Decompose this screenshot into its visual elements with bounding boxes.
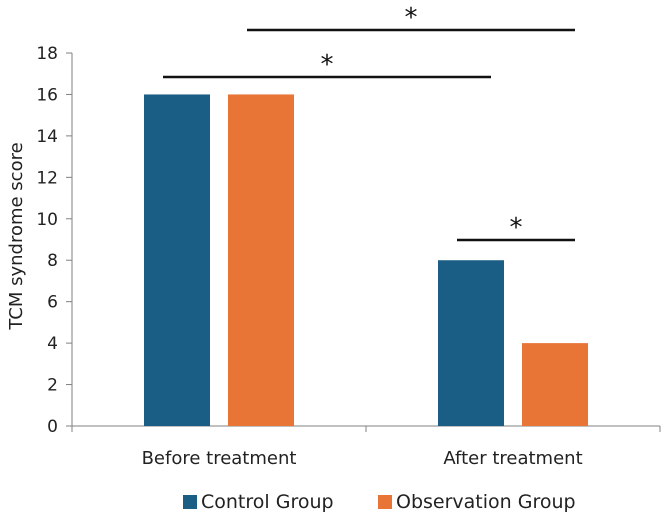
bar-control-group-before-treatment [144,94,210,426]
y-tick-label: 16 [36,85,58,105]
significance-star: * [405,3,418,33]
legend-swatch [378,495,392,509]
y-tick-label: 12 [36,168,58,188]
legend-label: Observation Group [396,491,576,513]
y-tick-label: 10 [36,210,58,230]
significance-star: * [510,213,523,243]
bar-observation-group-after-treatment [522,343,588,426]
y-axis-label: TCM syndrome score [6,142,27,330]
bar-observation-group-before-treatment [228,94,294,426]
legend-label: Control Group [201,491,334,513]
y-tick-label: 8 [47,251,58,271]
significance-star: * [321,50,334,80]
x-tick-label: Before treatment [142,448,297,469]
y-tick-label: 0 [47,417,58,437]
y-tick-label: 4 [47,334,58,354]
legend: Control Group Observation Group [183,491,576,513]
significance-annotations: * * * [163,3,575,243]
y-tick-label: 14 [36,127,58,147]
x-tick-label: After treatment [443,448,582,469]
axes: 0 2 4 6 8 10 12 14 16 18 Before treatment After tre… [36,44,661,469]
legend-swatch [183,495,197,509]
bar-control-group-after-treatment [438,260,504,426]
y-tick-label: 6 [47,293,58,313]
y-tick-label: 18 [36,44,58,64]
bars [144,94,588,426]
y-tick-label: 2 [47,376,58,396]
